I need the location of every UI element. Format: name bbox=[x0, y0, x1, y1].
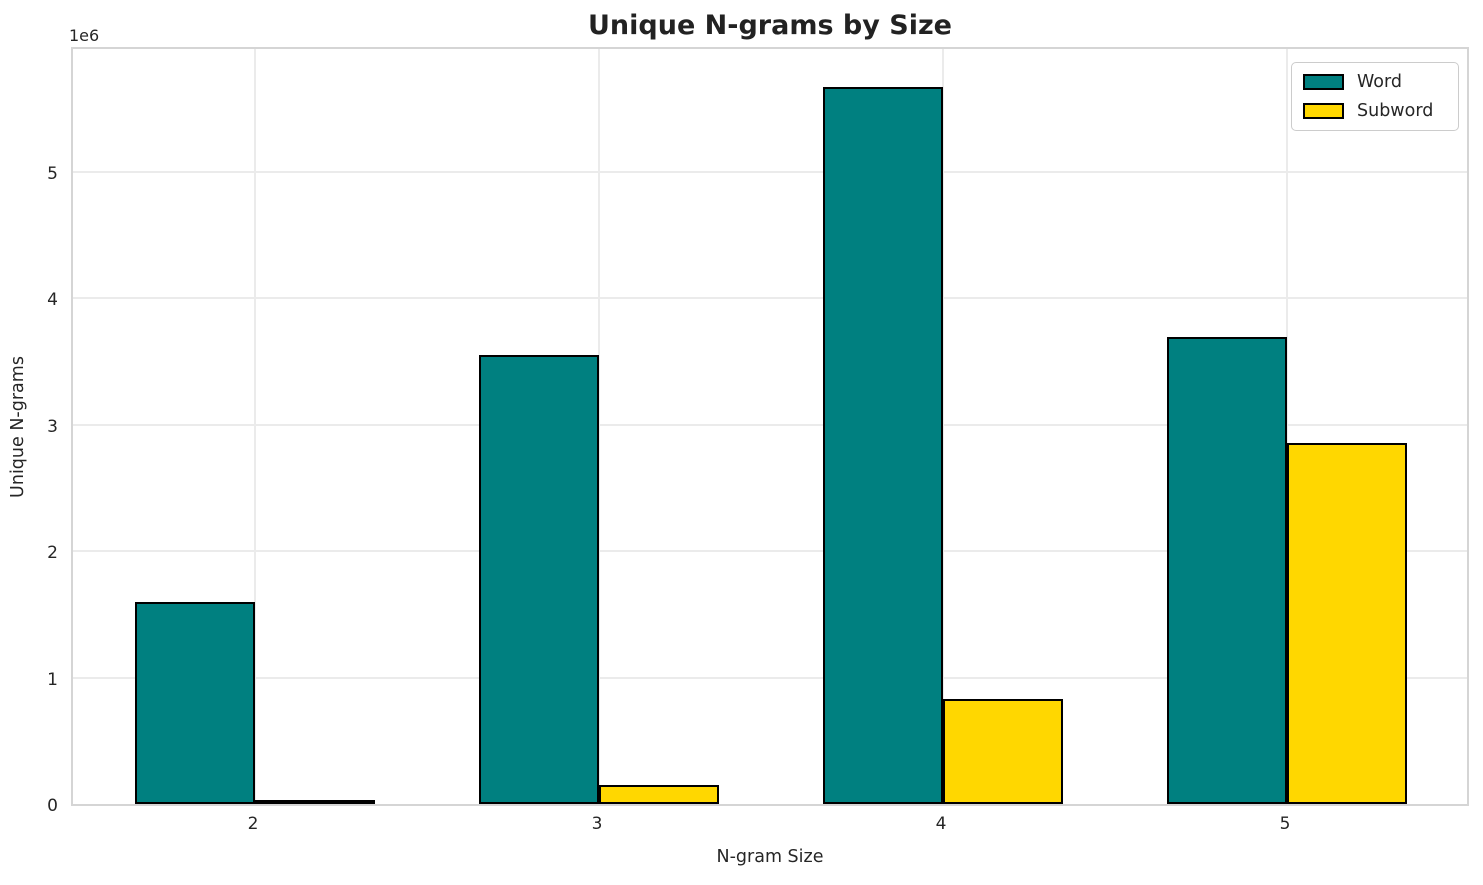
legend-label-subword: Subword bbox=[1357, 101, 1434, 121]
y-axis-label: Unique N-grams bbox=[8, 356, 28, 498]
bar-word-4 bbox=[823, 86, 943, 804]
subword-swatch-icon bbox=[1303, 103, 1344, 119]
x-tick-4: 4 bbox=[935, 814, 947, 834]
bar-subword-3 bbox=[599, 785, 719, 804]
y-axis-offset-text: 1e6 bbox=[69, 26, 100, 45]
bar-subword-4 bbox=[943, 699, 1063, 804]
y-tick-2: 2 bbox=[47, 543, 58, 563]
gridline-x-3 bbox=[598, 49, 600, 804]
gridline-x-5 bbox=[1286, 49, 1288, 804]
bar-word-3 bbox=[479, 354, 599, 804]
bar-word-2 bbox=[135, 601, 255, 804]
x-tick-5: 5 bbox=[1279, 814, 1291, 834]
x-axis-label: N-gram Size bbox=[716, 847, 824, 867]
gridline-x-4 bbox=[942, 49, 944, 804]
bar-subword-2 bbox=[255, 800, 375, 804]
plot-area bbox=[71, 47, 1469, 806]
chart-title: Unique N-grams by Size bbox=[588, 10, 952, 41]
bar-word-5 bbox=[1167, 337, 1287, 804]
legend: Word Subword bbox=[1291, 62, 1459, 131]
x-tick-3: 3 bbox=[591, 814, 603, 834]
x-tick-2: 2 bbox=[247, 814, 259, 834]
gridline-x-2 bbox=[254, 49, 256, 804]
legend-item-subword: Subword bbox=[1303, 101, 1447, 121]
bar-subword-5 bbox=[1287, 443, 1407, 804]
legend-item-word: Word bbox=[1303, 72, 1447, 92]
y-tick-1: 1 bbox=[47, 669, 58, 690]
y-tick-0: 0 bbox=[47, 796, 58, 816]
y-tick-4: 4 bbox=[47, 290, 58, 310]
gridline-y-1000000 bbox=[73, 676, 1467, 679]
gridline-y-2000000 bbox=[73, 550, 1467, 552]
gridline-y-4000000 bbox=[73, 297, 1467, 299]
legend-label-word: Word bbox=[1357, 72, 1402, 92]
y-tick-5: 5 bbox=[47, 163, 58, 184]
gridline-y-5000000 bbox=[73, 170, 1467, 173]
gridline-y-3000000 bbox=[73, 423, 1467, 426]
y-tick-3: 3 bbox=[47, 416, 58, 437]
word-swatch-icon bbox=[1303, 74, 1344, 90]
